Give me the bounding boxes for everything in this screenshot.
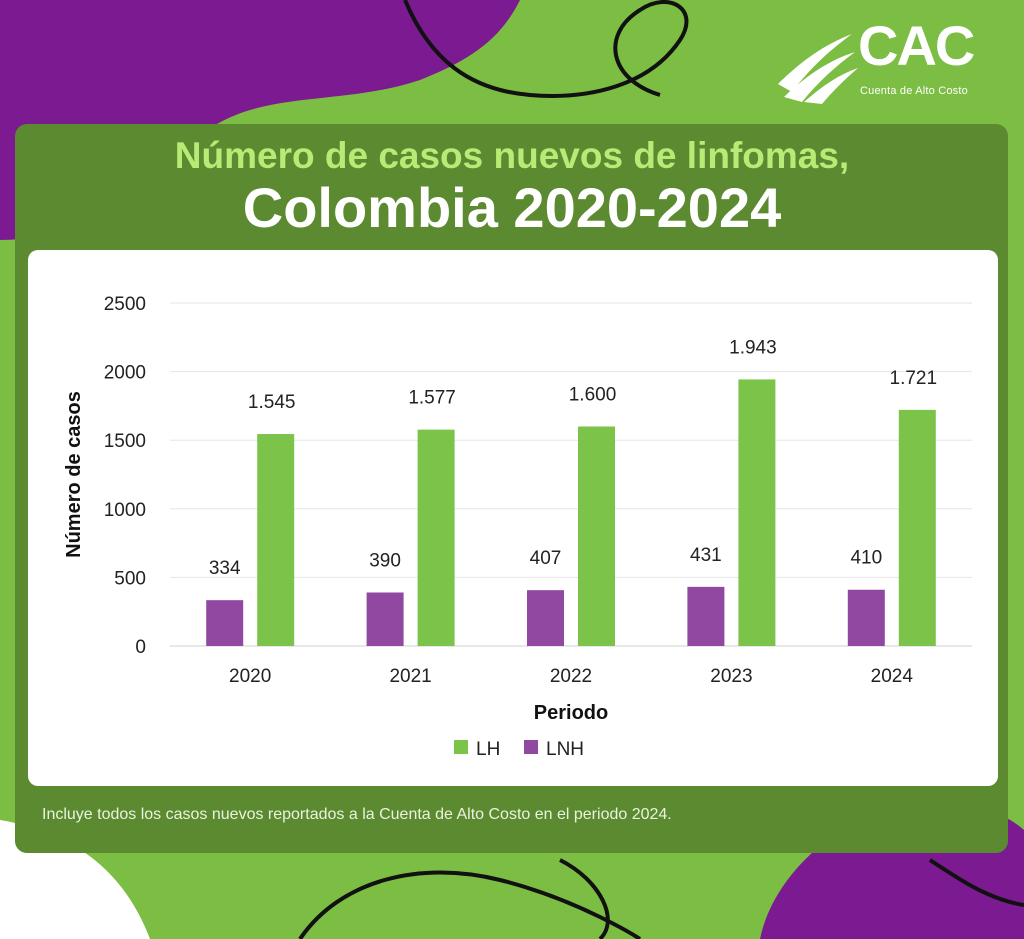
legend-swatch-lh — [454, 740, 468, 754]
x-tick-label: 2023 — [710, 666, 752, 687]
data-label-lh: 1.721 — [890, 368, 938, 389]
y-tick-label: 2000 — [104, 363, 146, 384]
bar-lh — [417, 429, 455, 646]
x-tick-label: 2022 — [550, 666, 592, 687]
chart-panel — [28, 250, 998, 786]
footnote: Incluye todos los casos nuevos reportado… — [42, 806, 672, 823]
bar-lh — [578, 426, 615, 646]
data-label-lh: 1.943 — [729, 337, 777, 358]
bar-lh — [898, 409, 936, 646]
x-tick-label: 2024 — [871, 666, 914, 687]
y-axis-label: Número de casos — [63, 391, 85, 558]
data-label-lnh: 334 — [209, 558, 241, 579]
legend-label-lh: LH — [476, 739, 500, 760]
bar-lnh — [687, 586, 725, 646]
y-tick-label: 1500 — [104, 431, 146, 452]
bar-lnh — [366, 592, 404, 646]
bar-chart: 0 500 1000 1500 2000 2500 Número de casos 334 1.… — [63, 294, 972, 760]
y-tick-label: 500 — [114, 568, 146, 589]
y-tick-label: 0 — [135, 637, 146, 658]
x-tick-label: 2020 — [229, 666, 271, 687]
legend-swatch-lnh — [524, 740, 538, 754]
x-tick-label: 2021 — [389, 666, 431, 687]
chart-title-line1: Número de casos nuevos de linfomas, — [174, 135, 850, 176]
bar-lh — [738, 379, 776, 646]
chart-title-line2: Colombia 2020-2024 — [242, 176, 782, 239]
curve-line-bottom-right — [928, 858, 1024, 907]
bar-lnh — [206, 600, 244, 646]
bar-lh — [257, 434, 295, 646]
data-label-lh: 1.577 — [408, 388, 456, 409]
logo-text: CAC — [858, 14, 975, 77]
data-label-lnh: 390 — [369, 550, 401, 571]
logo-subtitle: Cuenta de Alto Costo — [860, 85, 968, 97]
y-tick-label: 2500 — [104, 294, 146, 315]
data-label-lh: 1.600 — [569, 384, 617, 405]
cac-swoosh-icon — [778, 34, 858, 104]
data-label-lnh: 407 — [530, 548, 562, 569]
data-label-lh: 1.545 — [248, 392, 296, 413]
curve-line-bottom — [298, 858, 642, 939]
y-tick-label: 1000 — [104, 500, 146, 521]
bar-lnh — [527, 590, 564, 646]
x-axis-label: Periodo — [534, 702, 608, 724]
data-label-lnh: 410 — [850, 548, 882, 569]
legend-label-lnh: LNH — [546, 739, 584, 760]
curve-line-top — [403, 0, 689, 98]
data-label-lnh: 431 — [690, 545, 722, 566]
bar-lnh — [847, 589, 885, 646]
